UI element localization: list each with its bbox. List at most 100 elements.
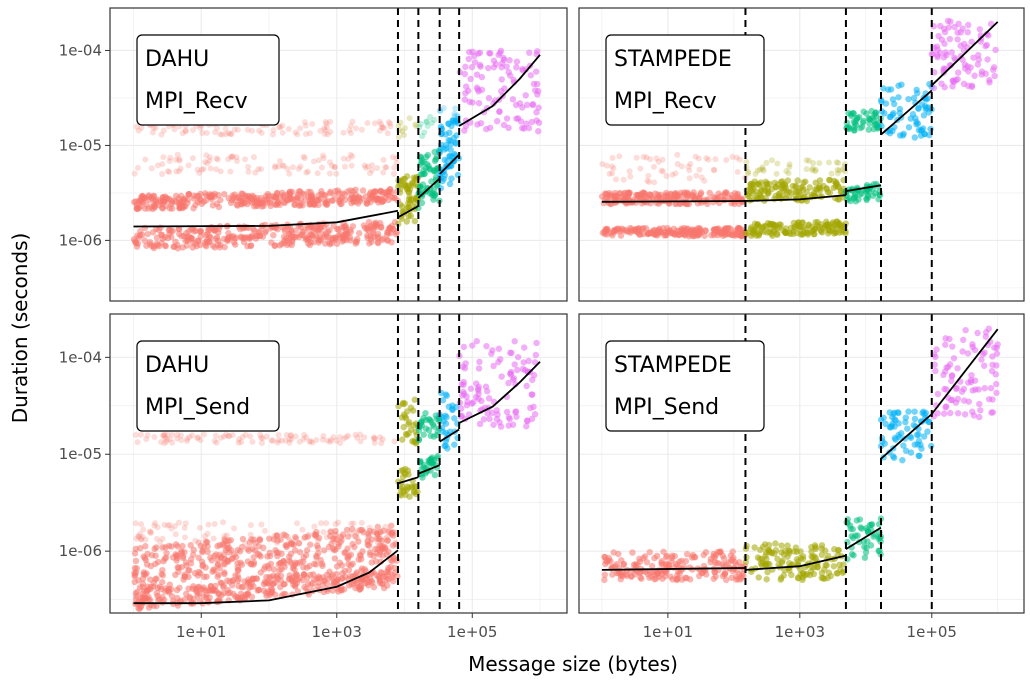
data-point <box>651 571 658 579</box>
data-point <box>320 547 328 554</box>
data-point <box>993 362 1000 369</box>
data-point <box>678 557 685 565</box>
data-point <box>951 23 958 31</box>
data-point <box>261 578 269 586</box>
data-point-outlier <box>201 533 208 540</box>
data-point <box>981 385 988 392</box>
data-point <box>842 228 849 235</box>
data-point-outlier <box>743 158 750 165</box>
data-point-outlier <box>182 520 189 527</box>
data-point <box>686 576 694 583</box>
data-point <box>932 367 939 375</box>
panel-label-line1: DAHU <box>145 47 209 72</box>
data-point-outlier <box>289 164 296 171</box>
y-tick-label: 1e-06 <box>59 231 102 249</box>
data-point <box>409 438 416 445</box>
data-point <box>754 554 762 561</box>
data-point <box>853 517 861 524</box>
data-point-outlier <box>302 130 309 137</box>
data-point <box>221 555 228 563</box>
data-point-outlier <box>235 439 242 446</box>
data-point <box>267 560 275 568</box>
data-point <box>882 100 890 107</box>
data-point <box>947 409 954 417</box>
data-point <box>461 96 469 103</box>
data-point <box>733 561 740 568</box>
data-point-outlier <box>376 127 383 134</box>
panel-label-box <box>136 34 280 126</box>
data-point <box>292 533 299 541</box>
fit-line <box>418 464 441 475</box>
data-point <box>507 72 514 79</box>
data-point-outlier <box>385 119 392 126</box>
data-point <box>781 181 789 188</box>
data-point <box>633 191 640 199</box>
data-point <box>520 359 527 366</box>
panel-stampede-send: STAMPEDE MPI_Send <box>578 313 1025 614</box>
data-point <box>350 194 358 202</box>
data-point-outlier <box>391 164 398 171</box>
data-point <box>427 432 434 439</box>
data-point <box>610 549 617 556</box>
data-point <box>910 421 917 429</box>
data-point <box>159 578 166 586</box>
data-point <box>965 68 972 75</box>
data-point <box>975 386 982 393</box>
data-point <box>490 57 498 64</box>
data-point-outlier <box>348 162 355 169</box>
data-point <box>991 72 998 80</box>
data-point-outlier <box>225 130 232 137</box>
data-point <box>924 95 931 102</box>
data-point-outlier <box>318 164 325 171</box>
data-point <box>811 553 818 560</box>
data-point-outlier <box>189 126 196 133</box>
data-point <box>477 119 485 127</box>
data-point <box>485 94 493 102</box>
data-point-outlier <box>197 124 204 131</box>
data-point-outlier <box>803 166 810 173</box>
data-point-outlier <box>151 434 158 441</box>
data-point <box>665 562 673 569</box>
data-point <box>904 425 911 432</box>
data-point-outlier <box>171 126 178 133</box>
data-point-outlier <box>286 436 293 443</box>
data-point <box>531 359 539 366</box>
data-point-outlier <box>307 438 314 445</box>
data-point-outlier <box>828 170 835 177</box>
data-point-outlier <box>330 537 337 544</box>
data-point <box>514 366 521 374</box>
data-point <box>429 421 437 428</box>
data-point <box>190 546 197 554</box>
data-point <box>467 75 474 83</box>
data-point <box>738 570 746 578</box>
data-point-outlier <box>320 432 327 439</box>
data-point <box>395 220 402 228</box>
data-point <box>802 178 809 185</box>
data-point <box>388 522 395 529</box>
data-point-outlier <box>323 534 330 541</box>
data-point <box>850 534 857 542</box>
data-point-outlier <box>329 162 336 169</box>
data-point-outlier <box>135 533 142 540</box>
data-point-outlier <box>233 154 240 161</box>
data-point <box>523 417 531 424</box>
data-point <box>357 585 365 592</box>
data-point-outlier <box>674 151 681 158</box>
data-point <box>330 579 338 587</box>
data-point-outlier <box>745 170 752 177</box>
data-point-outlier <box>395 122 402 129</box>
data-point-outlier <box>701 177 708 184</box>
data-point <box>830 563 838 570</box>
data-point <box>516 100 524 107</box>
data-point <box>686 227 693 235</box>
data-point-outlier <box>138 521 145 528</box>
data-point <box>797 554 804 562</box>
data-point <box>622 571 630 578</box>
data-point <box>962 326 969 334</box>
panel-label-box <box>605 34 765 126</box>
data-point-outlier <box>382 164 389 171</box>
data-point-outlier <box>836 167 843 174</box>
data-point-outlier <box>211 520 218 527</box>
data-point-outlier <box>293 520 300 527</box>
data-point-outlier <box>378 124 385 131</box>
